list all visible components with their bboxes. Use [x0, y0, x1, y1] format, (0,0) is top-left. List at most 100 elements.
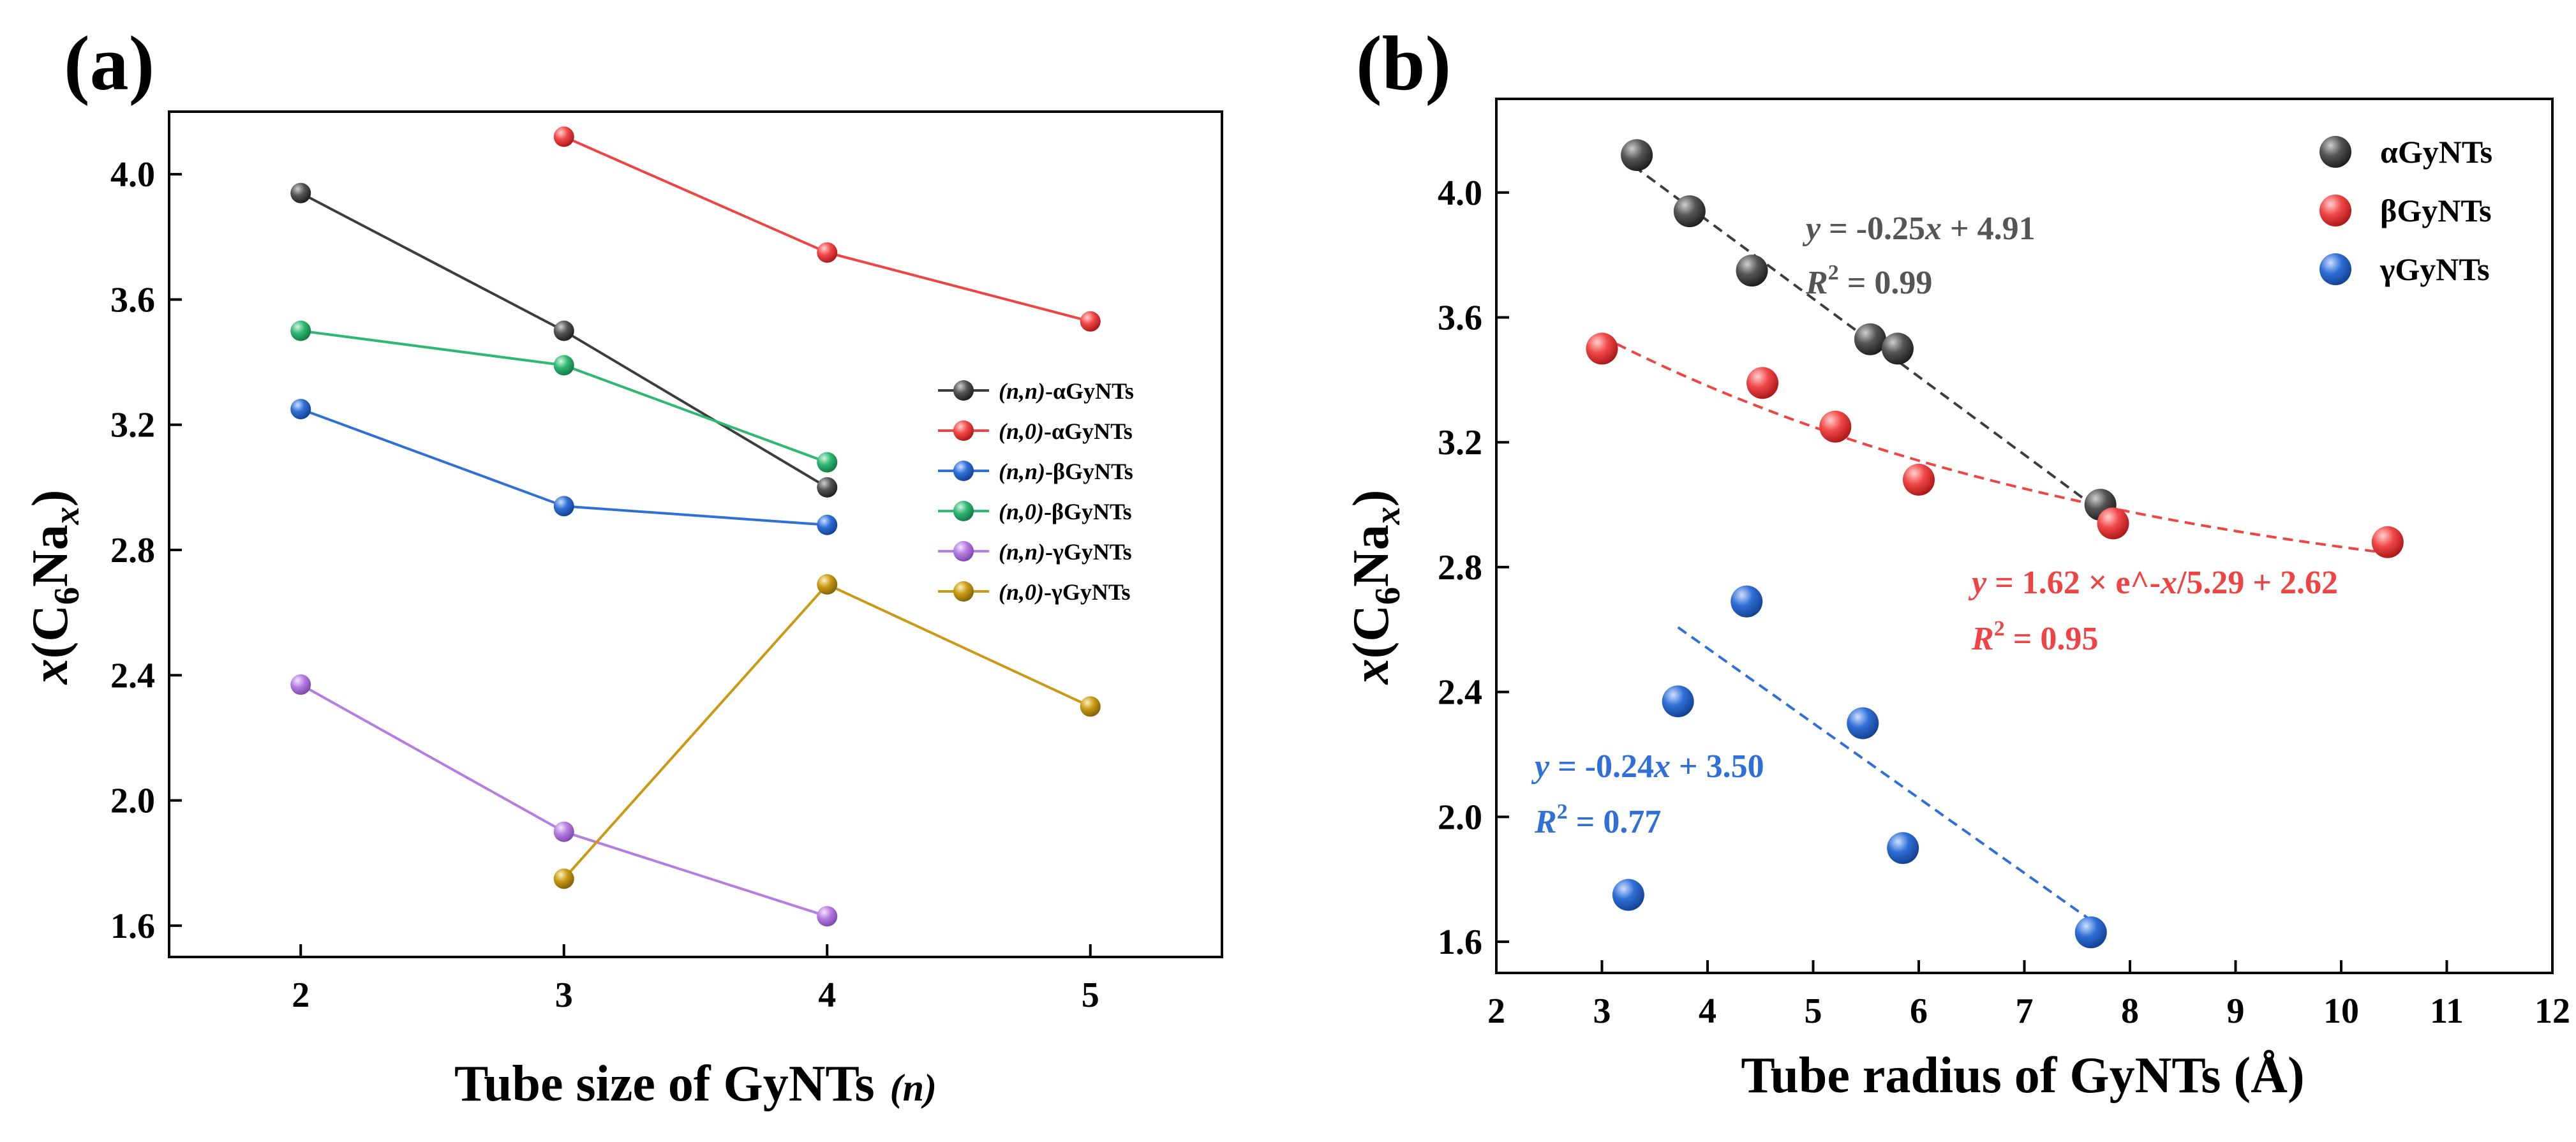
panel-a-y-tick-label: 2.0 — [110, 782, 155, 821]
panel-b-y-tick-label: 3.2 — [1438, 423, 1482, 463]
fit-line-gammagynts — [1677, 626, 2099, 927]
data-point-alphagynts — [1621, 139, 1653, 172]
data-point-n-n-alphagynts — [553, 320, 574, 341]
data-point-gammagynts — [1847, 707, 1879, 739]
panel-a-x-axis: 2 3 4 5 — [292, 944, 1099, 1015]
data-point-n-0-betagynts — [817, 452, 838, 473]
legend-marker-n-n-alphagynts — [953, 380, 974, 401]
fit-line-betagynts — [1601, 335, 2395, 556]
panel-a-x-tick-label: 3 — [555, 975, 573, 1015]
series-line-n-0-alphagynts — [563, 135, 1091, 323]
panel-a-y-tick-label: 4.0 — [110, 155, 155, 195]
legend-marker-n-n-gammagynts — [953, 541, 974, 561]
panel-b-x-axis: 2 3 4 5 6 7 8 9 10 11 12 — [1487, 960, 2570, 1031]
data-point-betagynts — [2371, 526, 2404, 558]
panel-b-series — [1586, 139, 2404, 949]
data-point-n-n-gammagynts — [817, 906, 838, 927]
data-point-n-n-alphagynts — [817, 477, 838, 498]
legend-marker-n-0-gammagynts — [953, 581, 974, 602]
panel-b-fit-lines — [1601, 165, 2395, 927]
panel-b-y-tick-label: 2.4 — [1438, 673, 1482, 713]
legend-marker-n-0-betagynts — [953, 501, 974, 521]
legend-label-gammagynts: γGyNTs — [2379, 251, 2490, 287]
data-point-n-n-betagynts — [290, 399, 311, 420]
panel-b: (b) 1.6 2.0 2.4 2.8 3.2 3.6 4.0 2 3 4 5 6 7 8 9 10 11 12… — [1343, 20, 2570, 1104]
panel-b-x-tick-label: 6 — [1910, 991, 1928, 1031]
panel-b-x-tick-label: 10 — [2323, 991, 2359, 1031]
data-point-betagynts — [2097, 507, 2129, 540]
panel-a-x-axis-title: Tube size of GyNTs (n) — [454, 1056, 937, 1112]
panel-a-y-tick-label: 3.2 — [110, 406, 155, 445]
legend-marker-n-n-betagynts — [953, 461, 974, 481]
legend-marker-betagynts — [2319, 195, 2351, 226]
data-point-betagynts — [1903, 463, 1935, 496]
alpha-fit-equation: y = -0.25x + 4.91 — [1802, 211, 2036, 247]
data-point-n-n-betagynts — [553, 496, 574, 517]
panel-b-label: (b) — [1356, 20, 1451, 107]
panel-a-label: (a) — [64, 20, 154, 107]
panel-b-x-tick-label: 4 — [1699, 991, 1716, 1031]
panel-b-x-tick-label: 3 — [1593, 991, 1611, 1031]
data-point-n-0-gammagynts — [1080, 696, 1101, 717]
series-line-n-0-betagynts — [300, 329, 828, 464]
legend-label-n-0-betagynts: (n,0)-βGyNTs — [999, 499, 1132, 524]
panel-b-x-tick-label: 5 — [1805, 991, 1822, 1031]
data-point-gammagynts — [2074, 916, 2107, 949]
data-point-n-0-betagynts — [290, 320, 311, 341]
data-point-betagynts — [1819, 410, 1852, 443]
legend-label-n-0-gammagynts: (n,0)-γGyNTs — [999, 579, 1131, 605]
legend-marker-n-0-alphagynts — [953, 420, 974, 441]
data-point-gammagynts — [1662, 685, 1694, 718]
data-point-n-0-gammagynts — [817, 574, 838, 595]
data-point-alphagynts — [1673, 195, 1706, 228]
panel-b-x-tick-label: 9 — [2227, 991, 2245, 1031]
alpha-fit-r2: R2 = 0.99 — [1805, 261, 1932, 301]
legend-marker-alphagynts — [2319, 136, 2351, 168]
panel-b-y-axis: 1.6 2.0 2.4 2.8 3.2 3.6 4.0 — [1438, 174, 1509, 962]
legend-label-betagynts: βGyNTs — [2380, 193, 2492, 228]
panel-a-y-axis-title: x(C6Nax) — [22, 490, 87, 685]
gamma-fit-r2: R2 = 0.77 — [1534, 800, 1661, 840]
data-point-n-0-alphagynts — [817, 242, 838, 263]
legend-label-n-0-alphagynts: (n,0)-αGyNTs — [999, 419, 1133, 444]
panel-a-legend: (n,n)-αGyNTs (n,0)-αGyNTs (n,n)-βGyNTs (n,0… — [938, 378, 1134, 605]
data-point-n-n-gammagynts — [553, 821, 574, 842]
panel-b-y-tick-label: 2.0 — [1438, 797, 1482, 837]
legend-marker-gammagynts — [2319, 253, 2351, 285]
data-point-alphagynts — [1854, 323, 1886, 355]
panel-b-x-tick-label: 12 — [2535, 991, 2570, 1031]
legend-label-n-n-gammagynts: (n,n)-γGyNTs — [999, 539, 1132, 565]
panel-b-y-tick-label: 3.6 — [1438, 299, 1482, 338]
panel-b-x-tick-label: 11 — [2430, 991, 2464, 1031]
data-point-alphagynts — [1881, 332, 1914, 365]
data-point-n-0-alphagynts — [553, 126, 574, 147]
series-line-n-0-gammagynts — [563, 582, 1091, 880]
gamma-fit-equation: y = -0.24x + 3.50 — [1531, 748, 1764, 785]
panel-b-y-axis-title: x(C6Nax) — [1343, 490, 1408, 685]
data-point-n-n-alphagynts — [290, 182, 311, 204]
panel-a-x-tick-label: 2 — [292, 975, 309, 1015]
data-point-n-n-betagynts — [817, 514, 838, 535]
panel-a-y-tick-label: 3.6 — [110, 280, 155, 320]
data-point-n-0-gammagynts — [553, 868, 574, 889]
beta-fit-r2: R2 = 0.95 — [1971, 617, 2098, 657]
panel-a-y-tick-label: 1.6 — [110, 907, 155, 946]
data-point-gammagynts — [1612, 879, 1644, 911]
legend-label-alphagynts: αGyNTs — [2380, 134, 2492, 170]
data-point-n-n-gammagynts — [290, 674, 311, 695]
panel-a-series — [290, 126, 1101, 927]
panel-a-x-tick-label: 4 — [818, 975, 836, 1015]
data-point-n-0-alphagynts — [1080, 311, 1101, 332]
data-point-betagynts — [1746, 367, 1779, 399]
data-point-alphagynts — [1736, 255, 1768, 287]
panel-b-y-tick-label: 4.0 — [1438, 174, 1482, 213]
data-point-gammagynts — [1887, 832, 1919, 864]
panel-a-y-tick-label: 2.8 — [110, 531, 155, 570]
data-point-n-0-betagynts — [553, 355, 574, 376]
panel-b-x-tick-label: 8 — [2121, 991, 2139, 1031]
panel-a-y-tick-label: 2.4 — [110, 656, 155, 695]
legend-label-n-n-betagynts: (n,n)-βGyNTs — [999, 459, 1133, 484]
data-point-betagynts — [1586, 332, 1618, 365]
